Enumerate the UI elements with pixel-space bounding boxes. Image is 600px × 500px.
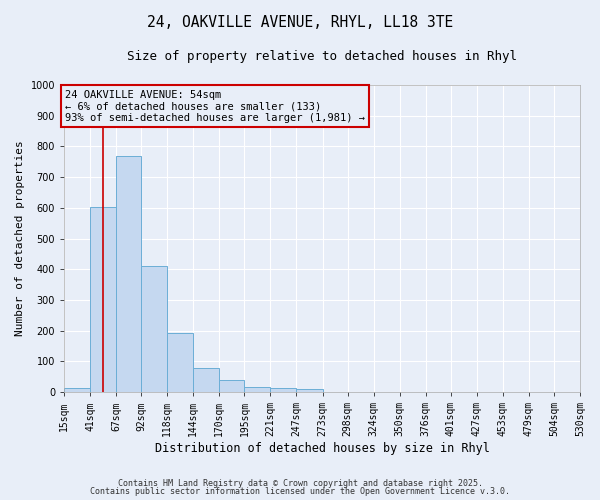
Bar — [167, 333, 193, 392]
Bar — [296, 389, 323, 392]
X-axis label: Distribution of detached houses by size in Rhyl: Distribution of detached houses by size … — [155, 442, 490, 455]
Text: Contains HM Land Registry data © Crown copyright and database right 2025.: Contains HM Land Registry data © Crown c… — [118, 478, 482, 488]
Bar — [90, 207, 116, 392]
Text: 24 OAKVILLE AVENUE: 54sqm
← 6% of detached houses are smaller (133)
93% of semi-: 24 OAKVILLE AVENUE: 54sqm ← 6% of detach… — [65, 90, 365, 123]
Bar — [141, 266, 167, 392]
Y-axis label: Number of detached properties: Number of detached properties — [15, 140, 25, 336]
Bar — [193, 368, 220, 392]
Bar — [271, 388, 296, 392]
Title: Size of property relative to detached houses in Rhyl: Size of property relative to detached ho… — [127, 50, 517, 63]
Bar — [64, 388, 90, 392]
Bar — [244, 386, 271, 392]
Text: 24, OAKVILLE AVENUE, RHYL, LL18 3TE: 24, OAKVILLE AVENUE, RHYL, LL18 3TE — [147, 15, 453, 30]
Text: Contains public sector information licensed under the Open Government Licence v.: Contains public sector information licen… — [90, 487, 510, 496]
Bar — [116, 156, 141, 392]
Bar — [220, 380, 244, 392]
